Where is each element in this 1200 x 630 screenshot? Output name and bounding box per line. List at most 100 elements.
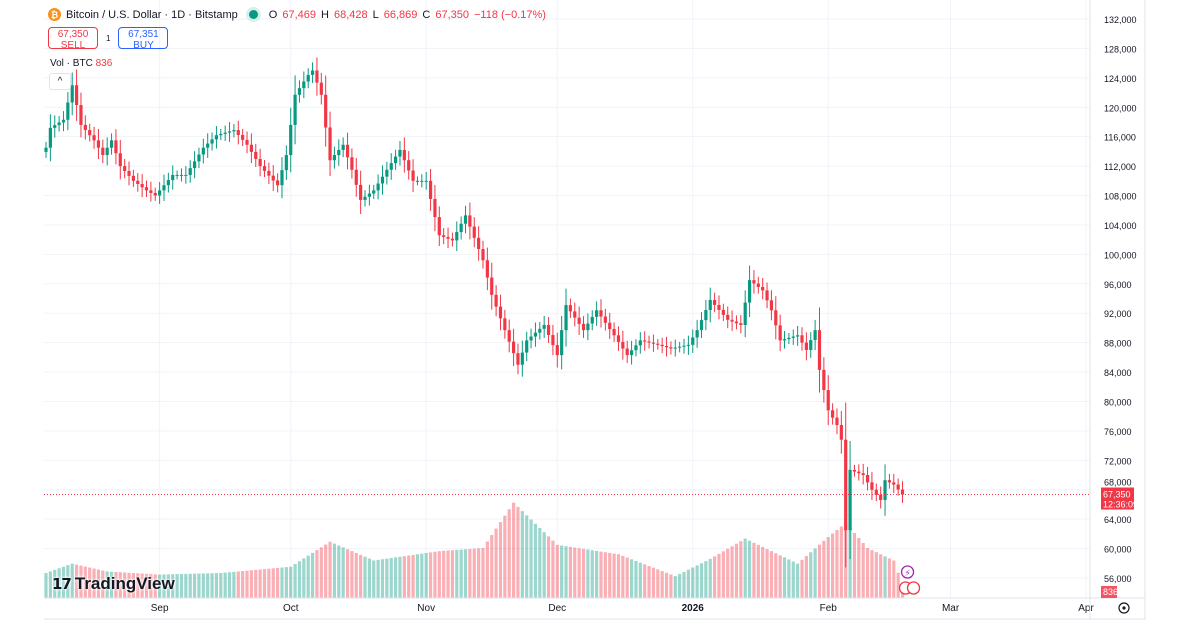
candle-body: [254, 151, 258, 159]
candle-body: [61, 119, 66, 123]
volume-bar: [101, 570, 105, 598]
volume-bar: [651, 567, 656, 598]
volume-bar: [411, 554, 415, 598]
candle-body: [293, 94, 297, 125]
volume-bar: [345, 549, 350, 598]
volume-bar: [118, 572, 122, 598]
settings-icon[interactable]: [1118, 602, 1130, 614]
volume-bar: [848, 528, 852, 598]
last-price-tag: [1101, 487, 1134, 510]
candle-body: [236, 130, 240, 135]
y-tick-label: 124,000: [1104, 74, 1137, 84]
candle-body: [227, 131, 232, 133]
candle-body: [494, 294, 498, 307]
volume-bar: [324, 544, 328, 598]
candle-body: [53, 125, 57, 128]
chevron-up-icon[interactable]: ^: [49, 73, 71, 90]
candle-body: [127, 171, 131, 176]
volume-bar: [197, 573, 201, 598]
candle-body: [206, 143, 210, 148]
candle-body: [407, 160, 411, 171]
volume-bar: [778, 555, 782, 598]
volume-bar: [839, 526, 843, 598]
sell-button[interactable]: 67,350 SELL: [48, 27, 98, 51]
candle-body: [525, 340, 529, 353]
volume-bar: [573, 547, 577, 598]
volume-bar: [289, 566, 293, 598]
y-tick-label: 92,000: [1104, 309, 1132, 319]
candle-body: [363, 196, 367, 200]
candle-body: [817, 330, 822, 370]
quantity: 1: [106, 33, 111, 43]
candle-body: [345, 144, 350, 158]
volume-bar: [123, 572, 127, 598]
volume-bar: [227, 572, 232, 598]
lightning-event-icon[interactable]: [900, 565, 915, 579]
volume-bar: [131, 573, 135, 598]
candle-body: [162, 185, 166, 191]
volume-bar: [175, 574, 179, 598]
volume-bar: [796, 563, 800, 598]
candle-body: [787, 337, 791, 340]
volume-bar: [249, 570, 253, 598]
volume-bar: [402, 556, 406, 598]
volume-bar: [446, 550, 450, 598]
candle-body: [463, 215, 468, 224]
candle-body: [123, 166, 127, 172]
volume-bar: [747, 540, 752, 598]
low-label: L: [372, 8, 379, 21]
volume-bar: [525, 515, 529, 598]
candle-body: [839, 425, 843, 440]
candle-body: [57, 122, 61, 126]
volume-bar: [92, 568, 96, 598]
candle-body: [568, 305, 572, 312]
symbol-title[interactable]: Bitcoin / U.S. Dollar · 1D · Bitstamp: [66, 8, 238, 21]
candle-body: [280, 170, 284, 186]
candle-body: [739, 323, 743, 325]
volume-bar: [546, 536, 551, 598]
candle-body: [831, 410, 835, 418]
volume-bar: [297, 561, 302, 598]
volume-bar: [310, 552, 315, 598]
us-flag-event-icon[interactable]: [906, 581, 921, 595]
candle-body: [796, 335, 800, 337]
candle-body: [337, 149, 341, 156]
volume-bar: [625, 557, 629, 598]
volume-bar: [394, 557, 398, 598]
candle-body: [555, 345, 559, 356]
y-tick-label: 84,000: [1104, 368, 1132, 378]
candle-body: [695, 330, 699, 338]
candle-body: [643, 340, 647, 342]
volume-bar: [564, 546, 568, 598]
volume-bar: [88, 567, 92, 598]
candle-body: [573, 311, 577, 318]
volume-bar: [529, 519, 533, 598]
volume-bar: [184, 573, 188, 598]
candle-body: [437, 217, 441, 236]
candle-body: [603, 316, 607, 323]
candle-body: [634, 345, 638, 351]
candle-body: [241, 134, 245, 140]
x-tick-label: 2026: [682, 603, 705, 614]
candle-body: [44, 147, 48, 152]
buy-button[interactable]: 67,351 BUY: [118, 27, 169, 51]
candle-body: [385, 169, 389, 177]
volume-bar: [708, 558, 712, 598]
candle-body: [835, 417, 839, 426]
candle-body: [861, 473, 865, 476]
candle-body: [192, 161, 197, 169]
volume-bar: [752, 542, 756, 598]
y-tick-label: 72,000: [1104, 456, 1132, 466]
tradingview-logo-icon: 𝟭𝟳: [52, 576, 72, 593]
volume-bar: [144, 573, 149, 598]
candle-body: [175, 174, 179, 176]
candle-body: [678, 346, 682, 348]
candle-body: [219, 133, 223, 136]
volume-bar: [765, 549, 769, 598]
volume-bar: [428, 552, 433, 598]
volume-bar: [621, 555, 625, 598]
candle-body: [870, 482, 874, 490]
volume-bar: [455, 549, 459, 598]
candle-body: [743, 302, 747, 325]
